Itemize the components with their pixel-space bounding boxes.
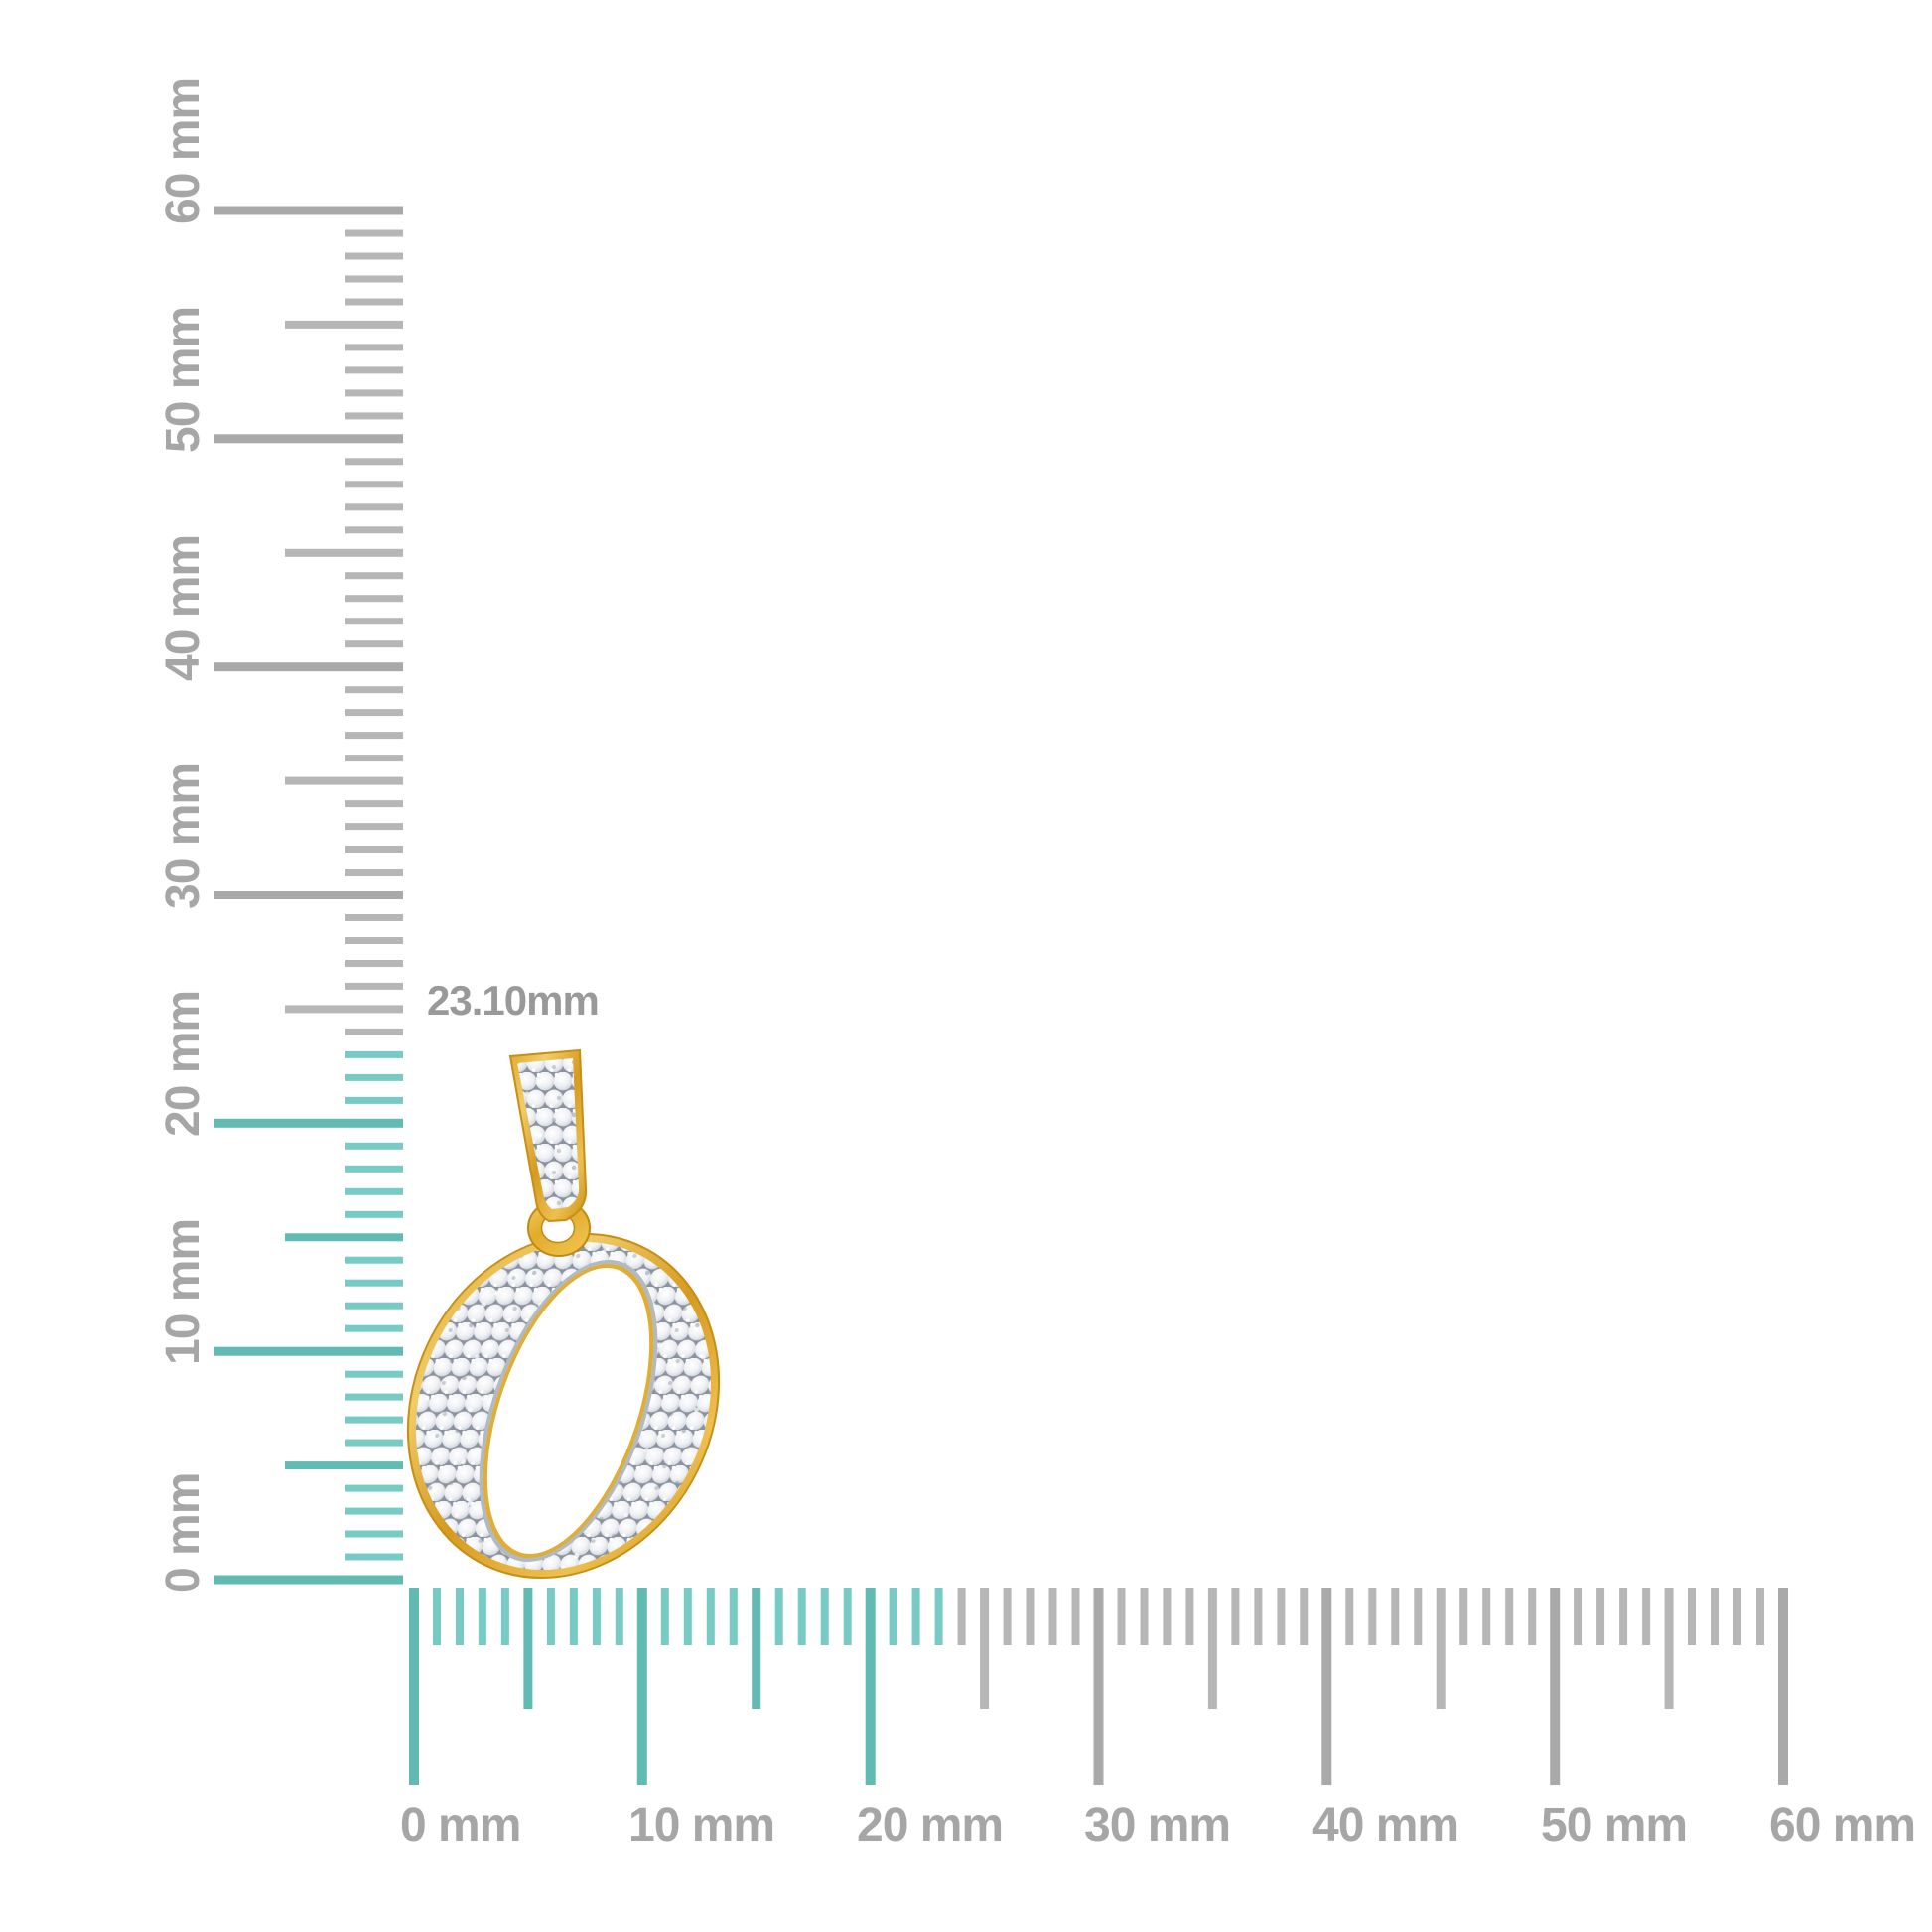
svg-text:50 mm: 50 mm (1541, 1799, 1687, 1852)
svg-text:0 mm: 0 mm (400, 1799, 520, 1852)
svg-text:50 mm: 50 mm (157, 307, 209, 453)
svg-text:20 mm: 20 mm (157, 991, 209, 1137)
svg-text:30 mm: 30 mm (1084, 1799, 1230, 1852)
svg-text:30 mm: 30 mm (157, 763, 209, 909)
svg-text:10 mm: 10 mm (628, 1799, 774, 1852)
svg-text:60 mm: 60 mm (1769, 1799, 1915, 1852)
svg-text:40 mm: 40 mm (1312, 1799, 1458, 1852)
svg-text:40 mm: 40 mm (157, 535, 209, 681)
svg-text:60 mm: 60 mm (157, 78, 209, 224)
svg-text:23.10mm: 23.10mm (427, 977, 599, 1024)
svg-text:10 mm: 10 mm (157, 1219, 209, 1365)
svg-text:0 mm: 0 mm (157, 1473, 209, 1593)
svg-text:20 mm: 20 mm (857, 1799, 1003, 1852)
